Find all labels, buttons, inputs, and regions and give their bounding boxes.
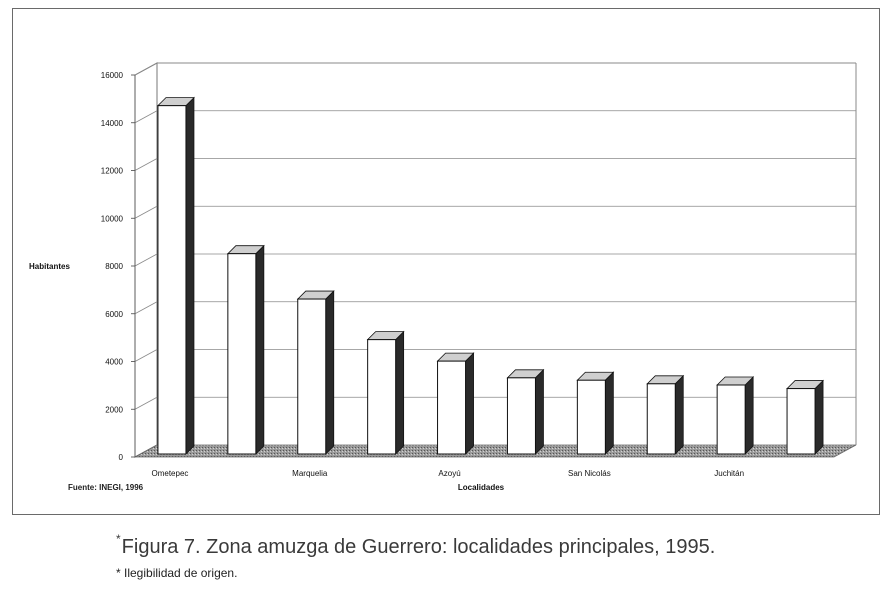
x-axis-label: Localidades — [458, 483, 505, 492]
bar — [436, 352, 475, 455]
x-tick-label: San Nicolás — [568, 469, 611, 478]
y-tick-label: 2000 — [105, 405, 123, 414]
gridline-side — [134, 62, 158, 76]
y-tick-label: 16000 — [101, 71, 124, 80]
bar-front — [506, 377, 536, 455]
gridline-side — [134, 301, 158, 315]
y-axis-ticks: 0 2000 4000 6000 8000 10000 12000 14000 16000 — [101, 71, 136, 462]
gridline-side — [134, 396, 158, 410]
gridline-side — [134, 205, 158, 219]
caption-marker: * — [116, 532, 121, 546]
chart-frame: 0 2000 4000 6000 8000 10000 12000 14000 16000 Om… — [12, 8, 880, 515]
x-tick-label: Juchitán — [714, 469, 744, 478]
bar — [296, 290, 335, 455]
bar-side — [325, 290, 335, 455]
bar — [506, 368, 545, 455]
bar-front — [786, 388, 816, 455]
bar-front — [437, 360, 467, 455]
bar-front — [157, 105, 187, 455]
bar — [156, 96, 195, 455]
bar-side — [185, 96, 195, 455]
bar-chart: 0 2000 4000 6000 8000 10000 12000 14000 16000 Om… — [29, 62, 857, 492]
y-tick-label: 14000 — [101, 119, 124, 128]
gridlines — [134, 62, 856, 410]
source-note: Fuente: INEGI, 1996 — [68, 483, 144, 492]
bar-side — [674, 374, 684, 455]
bar — [576, 371, 615, 455]
y-axis-label: Habitantes — [29, 262, 70, 271]
y-tick-label: 8000 — [105, 262, 123, 271]
gridline-side — [134, 349, 158, 362]
bar-front — [716, 384, 746, 455]
y-tick-label: 6000 — [105, 310, 123, 319]
bar-side — [465, 352, 474, 455]
gridline-side — [134, 110, 158, 124]
bar — [646, 374, 685, 455]
y-tick-label: 12000 — [101, 167, 124, 176]
bar-front — [297, 298, 327, 455]
legibility-note: * Ilegibilidad de origen. — [116, 566, 238, 580]
gridline-side — [134, 158, 158, 171]
x-axis-ticks: Ometepec Marquelia Azoyú San Nicolás Juchitá… — [151, 469, 744, 478]
bar — [226, 244, 265, 455]
bars — [156, 96, 825, 455]
bar-front — [227, 253, 257, 455]
bar-front — [646, 383, 676, 455]
bar-side — [395, 330, 405, 455]
x-tick-label: Ometepec — [151, 469, 188, 478]
x-tick-label: Azoyú — [438, 469, 460, 478]
bar-front — [367, 339, 397, 455]
bar-side — [535, 368, 544, 455]
y-tick-label: 10000 — [101, 214, 124, 223]
x-tick-label: Marquelia — [292, 469, 328, 478]
caption-text: Figura 7. Zona amuzga de Guerrero: local… — [121, 536, 716, 558]
y-tick-label: 0 — [119, 453, 124, 462]
bar — [366, 330, 405, 455]
bar-front — [576, 379, 606, 455]
y-tick-label: 4000 — [105, 358, 123, 367]
bar-side — [744, 376, 754, 455]
bar — [716, 376, 755, 455]
bar-side — [255, 244, 265, 455]
gridline-side — [134, 253, 158, 267]
bar-side — [814, 379, 824, 455]
figure-caption: *Figura 7. Zona amuzga de Guerrero: loca… — [116, 532, 716, 559]
bar — [786, 379, 825, 455]
bar-side — [604, 371, 614, 455]
